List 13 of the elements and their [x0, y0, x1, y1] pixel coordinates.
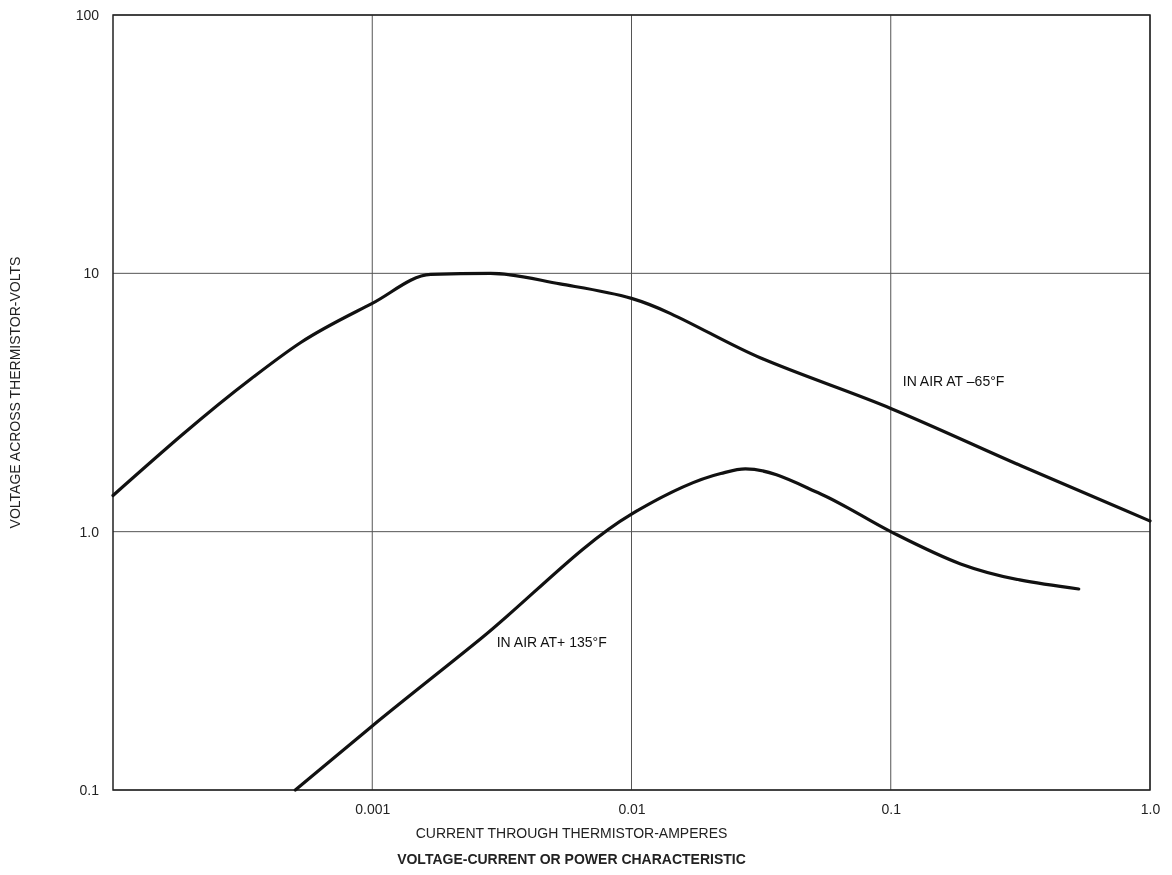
series-label: IN AIR AT –65°F	[902, 373, 1005, 390]
x-axis-title: CURRENT THROUGH THERMISTOR-AMPERES	[415, 825, 728, 841]
y-tick-label: 0.1	[79, 781, 100, 798]
x-tick-label: 0.01	[618, 800, 646, 817]
x-tick-label: 1.0	[1140, 800, 1161, 817]
text: VOLTAGE-CURRENT OR POWER CHARACTERISTIC	[397, 851, 746, 867]
y-tick-label: 10	[83, 265, 100, 282]
x-tick-label: 0.1	[881, 800, 902, 817]
x-tick-label: 0.001	[355, 800, 391, 817]
y-tick-label: 100	[75, 6, 100, 23]
y-tick-label: 1.0	[79, 523, 100, 540]
series-label: IN AIR AT+ 135°F	[496, 633, 607, 650]
y-axis-title: VOLTAGE ACROSS THERMISTOR-VOLTS	[7, 256, 23, 529]
